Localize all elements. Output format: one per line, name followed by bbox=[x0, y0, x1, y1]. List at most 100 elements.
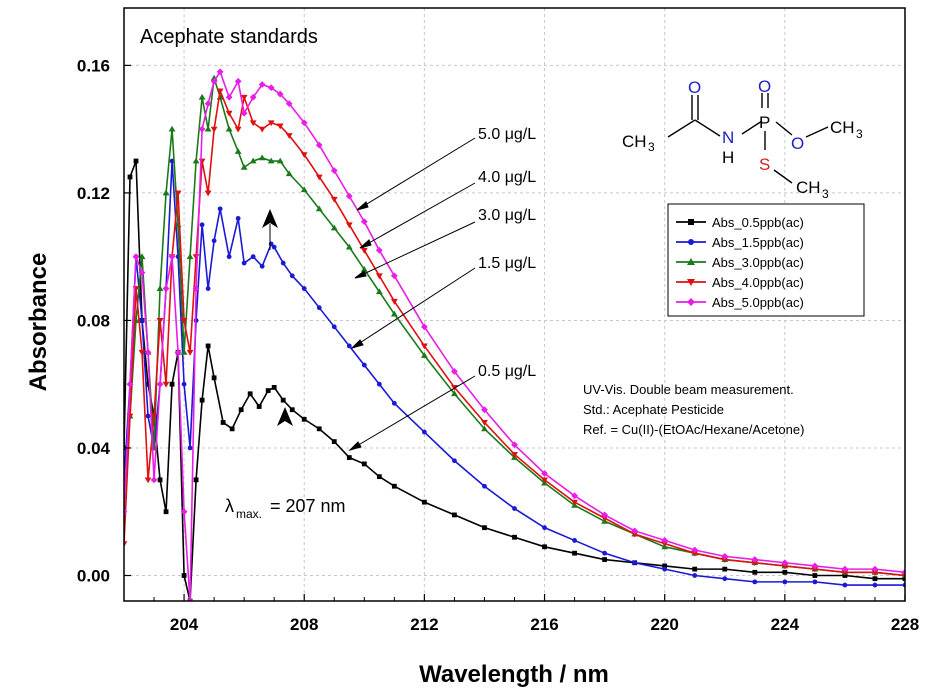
data-point-abs-1-5ppb-ac bbox=[482, 483, 487, 489]
data-point-abs-0-5ppb-ac bbox=[193, 477, 199, 483]
pointer-0-5 bbox=[349, 375, 476, 451]
data-point-abs-1-5ppb-ac bbox=[452, 458, 457, 464]
data-point-abs-4-0ppb-ac bbox=[150, 413, 158, 420]
pointer-4-0 bbox=[359, 182, 476, 249]
bond-o-ch3 bbox=[805, 126, 829, 138]
data-point-abs-3-0ppb-ac bbox=[481, 425, 488, 432]
data-point-abs-5-0ppb-ac bbox=[541, 470, 548, 477]
data-point-abs-1-5ppb-ac bbox=[842, 582, 848, 588]
data-point-abs-4-0ppb-ac bbox=[345, 222, 353, 229]
atom-n: N bbox=[722, 128, 734, 147]
lambda-max-label: λ max. = 207 nm bbox=[225, 496, 346, 521]
data-point-abs-0-5ppb-ac bbox=[902, 576, 905, 582]
series-abs-5-0ppb-ac bbox=[124, 68, 905, 601]
atom-o-methoxy: O bbox=[791, 134, 804, 153]
data-point-abs-1-5ppb-ac bbox=[722, 576, 728, 582]
data-point-abs-5-0ppb-ac bbox=[345, 192, 353, 200]
bond-c-n bbox=[694, 119, 721, 137]
legend-label-abs-5-0ppb-ac: Abs_5.0ppb(ac) bbox=[712, 295, 804, 310]
data-point-abs-0-5ppb-ac bbox=[376, 474, 382, 480]
concentration-label-5-0: 5.0 μg/L bbox=[478, 126, 536, 143]
data-point-abs-4-0ppb-ac bbox=[481, 420, 488, 426]
data-point-abs-1-5ppb-ac bbox=[391, 400, 397, 406]
data-point-abs-4-0ppb-ac bbox=[144, 477, 152, 484]
pointer-0-5-arrowhead bbox=[348, 441, 362, 451]
data-point-abs-0-5ppb-ac bbox=[181, 573, 187, 578]
data-point-abs-0-5ppb-ac bbox=[280, 397, 286, 403]
data-point-abs-4-0ppb-ac bbox=[390, 298, 398, 305]
concentration-label-4-0: 4.0 μg/L bbox=[478, 169, 536, 186]
data-point-abs-4-0ppb-ac bbox=[249, 120, 257, 127]
data-point-abs-5-0ppb-ac bbox=[451, 368, 458, 375]
x-tick-label: 224 bbox=[771, 615, 800, 634]
data-point-abs-4-0ppb-ac bbox=[631, 531, 639, 538]
legend-swatch-marker-abs-4-0ppb-ac bbox=[687, 279, 695, 286]
x-tick-label: 212 bbox=[410, 615, 438, 634]
data-point-abs-1-5ppb-ac bbox=[289, 273, 295, 279]
data-point-abs-4-0ppb-ac bbox=[225, 110, 233, 117]
data-point-abs-1-5ppb-ac bbox=[361, 362, 367, 368]
x-tick-label: 228 bbox=[891, 615, 919, 634]
data-point-abs-0-5ppb-ac bbox=[662, 563, 668, 569]
data-point-abs-4-0ppb-ac bbox=[360, 247, 368, 254]
data-point-abs-5-0ppb-ac bbox=[811, 562, 819, 570]
data-point-abs-5-0ppb-ac bbox=[174, 348, 182, 356]
note-measurement: UV-Vis. Double beam measurement. bbox=[583, 382, 794, 397]
data-point-abs-1-5ppb-ac bbox=[217, 206, 223, 212]
data-point-abs-1-5ppb-ac bbox=[602, 550, 608, 556]
data-point-abs-0-5ppb-ac bbox=[722, 566, 728, 572]
data-point-abs-0-5ppb-ac bbox=[220, 420, 226, 425]
concentration-label-3-0: 3.0 μg/L bbox=[478, 207, 536, 224]
acephate-structure: O O O CH 3 N H P S CH 3 CH 3 bbox=[622, 77, 863, 201]
data-point-abs-3-0ppb-ac bbox=[258, 154, 266, 161]
data-point-abs-0-5ppb-ac bbox=[199, 397, 205, 403]
lambda-value: = 207 nm bbox=[270, 496, 346, 516]
data-point-abs-3-0ppb-ac bbox=[300, 186, 308, 193]
lambda-max-arrow-upper bbox=[262, 209, 278, 228]
x-tick-label: 216 bbox=[530, 615, 558, 634]
data-point-abs-1-5ppb-ac bbox=[331, 324, 337, 330]
concentration-label-0-5: 0.5 μg/L bbox=[478, 363, 536, 380]
data-point-abs-3-0ppb-ac bbox=[390, 310, 398, 317]
data-point-abs-1-5ppb-ac bbox=[211, 238, 217, 244]
bond-p-o bbox=[775, 121, 793, 136]
data-point-abs-5-0ppb-ac bbox=[234, 77, 242, 85]
data-point-abs-1-5ppb-ac bbox=[782, 579, 788, 585]
data-point-abs-5-0ppb-ac bbox=[258, 81, 266, 88]
data-point-abs-4-0ppb-ac bbox=[276, 123, 284, 130]
data-point-abs-5-0ppb-ac bbox=[661, 537, 669, 544]
legend-swatch-marker-abs-3-0ppb-ac bbox=[687, 258, 695, 265]
data-point-abs-0-5ppb-ac bbox=[256, 404, 262, 409]
data-point-abs-5-0ppb-ac bbox=[315, 141, 323, 149]
data-point-abs-0-5ppb-ac bbox=[229, 426, 235, 432]
data-point-abs-1-5ppb-ac bbox=[346, 343, 352, 349]
data-point-abs-5-0ppb-ac bbox=[631, 527, 639, 535]
legend-swatch-marker-abs-1-5ppb-ac bbox=[688, 239, 694, 245]
data-point-abs-5-0ppb-ac bbox=[216, 68, 224, 76]
data-point-abs-3-0ppb-ac bbox=[375, 288, 383, 295]
legend-swatch-marker-abs-0-5ppb-ac bbox=[688, 219, 694, 225]
data-point-abs-5-0ppb-ac bbox=[751, 556, 759, 563]
data-point-abs-4-0ppb-ac bbox=[315, 174, 323, 181]
data-point-abs-1-5ppb-ac bbox=[872, 582, 878, 588]
data-point-abs-5-0ppb-ac bbox=[300, 119, 308, 127]
data-point-abs-0-5ppb-ac bbox=[271, 384, 277, 390]
data-point-abs-4-0ppb-ac bbox=[571, 499, 578, 506]
data-point-abs-0-5ppb-ac bbox=[602, 557, 608, 562]
data-point-abs-0-5ppb-ac bbox=[316, 426, 322, 432]
data-point-abs-1-5ppb-ac bbox=[181, 381, 187, 387]
data-point-abs-4-0ppb-ac bbox=[240, 94, 248, 101]
data-point-abs-5-0ppb-ac bbox=[571, 492, 578, 500]
data-point-abs-5-0ppb-ac bbox=[901, 568, 905, 576]
data-point-abs-1-5ppb-ac bbox=[542, 525, 547, 531]
atom-h: H bbox=[722, 148, 734, 167]
data-point-abs-1-5ppb-ac bbox=[145, 413, 151, 419]
data-point-abs-1-5ppb-ac bbox=[139, 318, 145, 323]
concentration-label-1-5: 1.5 μg/L bbox=[478, 255, 536, 272]
group-ch3-thio-sub: 3 bbox=[822, 187, 829, 201]
data-point-abs-1-5ppb-ac bbox=[280, 260, 286, 266]
data-point-abs-5-0ppb-ac bbox=[420, 323, 428, 331]
data-point-abs-0-5ppb-ac bbox=[265, 388, 271, 393]
